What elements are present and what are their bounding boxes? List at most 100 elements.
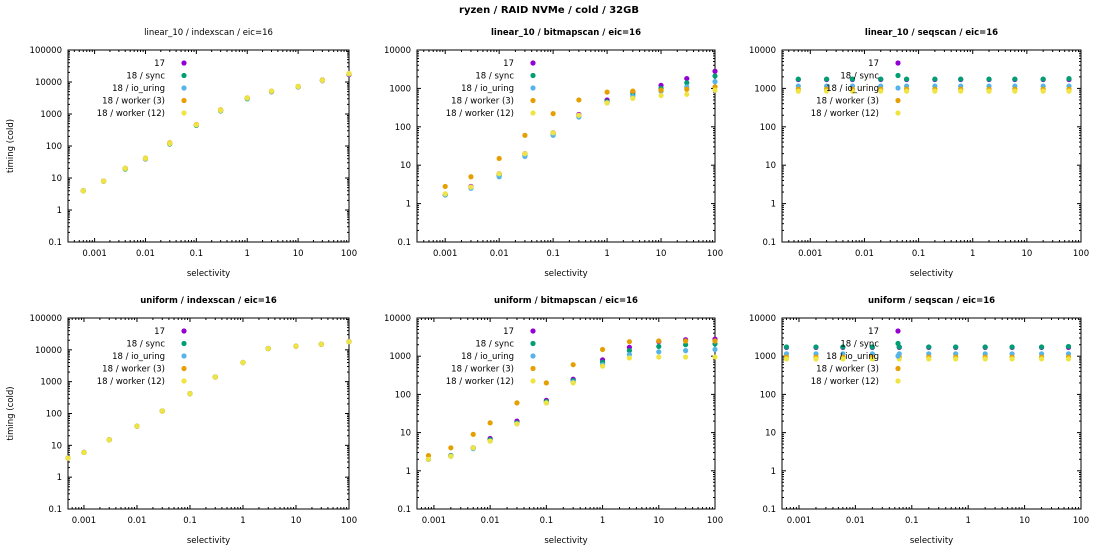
panel-6-legend-label: 18 / worker (12) (811, 377, 879, 387)
panel-3-xlabel: selectivity (910, 269, 953, 279)
panel-5-legend-label: 18 / worker (3) (451, 365, 514, 375)
panel-2-legend-marker (530, 97, 536, 104)
panel-5-ytick-label: 1 (406, 467, 411, 477)
panel-2-xtick-label: 1 (604, 249, 609, 259)
panel-6-series-18-sync-point (840, 344, 846, 350)
panel-4-legend-marker (181, 328, 187, 334)
panel-3-title: linear_10 / seqscan / eic=16 (865, 28, 998, 38)
panel-2-legend-label: 18 / io_uring (461, 84, 514, 94)
panel-4-xtick-label: 0.001 (72, 516, 96, 526)
panel-1-legend-marker (181, 110, 187, 116)
panel-6-legend-label: 18 / sync (840, 340, 879, 350)
panel-4-series-18-worker-12-point (65, 455, 71, 461)
panel-5-series-18-worker-3-point (425, 452, 432, 459)
panel-1-series-18-worker-12-point (80, 188, 86, 194)
panel-2-series-18-worker-12-point (658, 92, 664, 99)
panel-5-legend: 17 18 / sync 18 / io_uring 18 / worker (3) 1… (446, 327, 536, 387)
panel-1-ytick-label: 10000 (35, 78, 62, 88)
panel-2-xtick-label: 0.01 (490, 249, 509, 259)
panel-1-series-18-worker-12-point (346, 70, 352, 77)
panel-2-series-18-worker-3-point (442, 183, 448, 190)
panel-5-series-18-worker-12-point (543, 400, 549, 406)
panel-2-series-18-io-uring-point (712, 79, 718, 85)
panel-5-series-18-worker-12-point (626, 355, 632, 361)
panel-2-legend-label: 18 / worker (3) (451, 97, 514, 107)
panel-2-series-18-worker-12-point (712, 87, 718, 93)
panel-5-series-18-sync-point (656, 343, 662, 350)
panel-5-legend-label: 18 / io_uring (461, 352, 514, 362)
panel-5-series-18-worker-3-point (599, 346, 606, 353)
panel-5-series-18-worker-3-point (487, 420, 493, 426)
panel-2-legend-marker (530, 110, 536, 116)
panel-3-series-18-sync-point (986, 76, 992, 82)
panel-4-legend: 17 18 / sync 18 / io_uring 18 / worker (3) 1… (97, 327, 187, 387)
panel-4-xtick-label: 100 (341, 516, 357, 526)
panel-4-legend-label: 18 / sync (126, 340, 165, 350)
panel-5-frame (416, 317, 716, 510)
panel-6-xtick-label: 0.001 (787, 516, 811, 526)
panel-2-legend-marker (530, 60, 536, 66)
panel-4-xtick-label: 1 (240, 516, 245, 526)
panel-4-legend-marker (181, 365, 187, 372)
panel-2-legend-label: 18 / worker (12) (446, 109, 514, 119)
panel-2-series-17-point (684, 75, 690, 82)
panel-1-legend-marker (181, 85, 187, 91)
panel-6-xtick-label: 0.01 (846, 516, 865, 526)
panel-6-series-18-sync-point (926, 344, 932, 350)
panel-5-series-18-worker-3-point (712, 338, 718, 344)
panel-3-series-18-worker-12-point (903, 88, 910, 94)
panel-3: linear_10 / seqscan / eic=16 0.001 0.01 0.1… (749, 28, 1089, 279)
panel-3-series-18-worker-12-point (986, 88, 992, 94)
panel-2-ytick-label: 1000 (389, 84, 411, 94)
panel-5-series-18-worker-12-point (425, 456, 432, 462)
panel-6-ytick-label: 10000 (749, 314, 776, 324)
panel-4-legend-marker (181, 340, 187, 347)
panel-6-series-18-worker-12-point (1009, 356, 1015, 362)
panel-4-series-18-worker-12-point (106, 437, 112, 443)
panel-3-ytick-label: 1 (771, 200, 776, 210)
panel-3-legend-label: 18 / io_uring (826, 84, 879, 94)
panel-6-series-18-sync-point (982, 344, 988, 350)
panel-3-legend: 17 18 / sync 18 / io_uring 18 / worker (3) 1… (811, 59, 901, 119)
panel-5: uniform / bitmapscan / eic=16 0.001 0.01 0.… (384, 296, 723, 546)
panel-2-series-18-worker-12-point (468, 184, 474, 190)
panel-1-xtick-label: 1 (245, 249, 250, 259)
panel-2-legend-marker (530, 72, 536, 79)
panel-6-ytick-label: 100 (760, 390, 776, 400)
panel-2-series-18-worker-12-point (684, 91, 690, 97)
panel-3-series-18-worker-12-point (932, 88, 938, 94)
panel-1-xtick-label: 0.001 (82, 249, 106, 259)
panel-1-legend: 17 18 / sync 18 / io_uring 18 / worker (3) 1… (97, 59, 187, 119)
panel-5-series-18-worker-12-point (448, 453, 454, 459)
panel-1-series-18-worker-12-point (268, 88, 275, 94)
panel-6-series-18-worker-12-point (982, 356, 988, 362)
panel-3-series-18-worker-12-point (878, 88, 884, 94)
panel-5-series-18-worker-3-point (514, 400, 520, 406)
panel-3-legend-marker (895, 110, 901, 116)
panel-6-legend-marker (895, 340, 901, 347)
panel-5-series-18-worker-12-point (570, 380, 576, 386)
panel-5-xtick-label: 1 (600, 516, 605, 526)
panel-6-series-18-worker-12-point (1065, 356, 1072, 362)
panel-3-xtick-label: 0.1 (912, 249, 926, 259)
panel-1-series-18-worker-12-point (193, 122, 199, 128)
panel-6-legend-label: 17 (868, 327, 879, 337)
panel-4-xlabel: selectivity (187, 536, 230, 546)
panel-6-series-18-sync-point (869, 344, 875, 350)
panel-3-series-18-worker-12-point (958, 88, 964, 94)
panel-1-ytick-label: 1000 (40, 110, 62, 120)
panel-5-series-18-worker-12-point (514, 421, 520, 427)
panel-3-ytick-label: 10 (765, 161, 776, 171)
panel-4-title: uniform / indexscan / eic=16 (140, 296, 277, 306)
panel-2-series-18-worker-12 (442, 87, 718, 197)
panel-5-series-18-worker-3-point (543, 380, 549, 386)
panel-6-frame (781, 317, 1082, 510)
panel-1-ytick-label: 1 (57, 206, 62, 216)
panel-3-series-18-sync-point (903, 76, 910, 82)
panel-6-series-18-worker-12-point (1038, 356, 1045, 362)
panel-5-ytick-label: 100 (395, 390, 411, 400)
panel-4-series-18-worker-12 (65, 339, 352, 461)
panel-5-series-18-sync-point (683, 342, 689, 348)
panel-2-series-18-sync-point (712, 73, 718, 79)
panel-4-ytick-label: 0.1 (48, 505, 62, 515)
